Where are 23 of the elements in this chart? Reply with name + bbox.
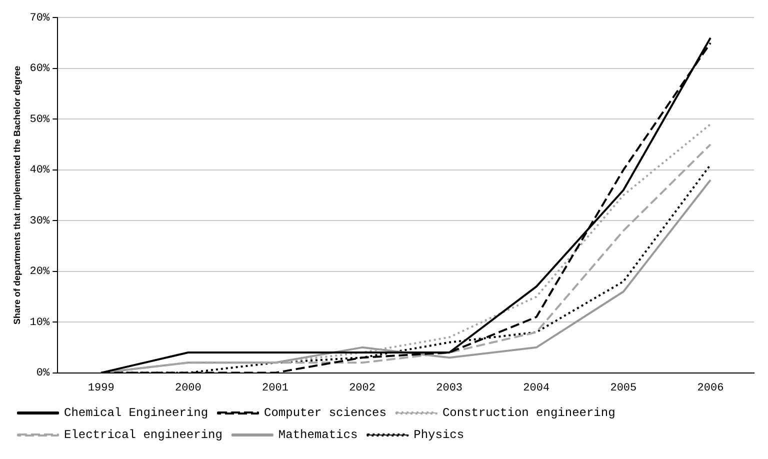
x-tick-label: 2002: [349, 382, 376, 394]
x-tick-label: 2005: [610, 382, 637, 394]
x-tick-label: 2003: [436, 382, 463, 394]
x-tick-label: 2004: [523, 382, 550, 394]
y-tick-label: 20%: [30, 266, 50, 278]
x-tick-label: 1999: [88, 382, 114, 394]
legend-label: Physics: [414, 428, 464, 442]
legend-label: Chemical Engineering: [64, 406, 208, 420]
x-tick-label: 2000: [174, 382, 202, 394]
y-tick-label: 30%: [30, 215, 50, 228]
legend-label: Mathematics: [278, 428, 358, 442]
x-tick-label: 2006: [697, 382, 724, 394]
x-tick-label: 2001: [262, 382, 289, 394]
y-tick-label: 40%: [30, 164, 50, 177]
legend-label: Construction engineering: [442, 406, 616, 420]
y-tick-label: 60%: [30, 63, 50, 76]
y-tick-label: 10%: [30, 316, 50, 329]
legend-label: Computer sciences: [264, 406, 386, 420]
y-axis-title: Share of departments that implemented the Bachelor degree: [12, 66, 22, 324]
y-tick-label: 0%: [36, 368, 50, 380]
y-tick-label: 50%: [30, 114, 50, 126]
y-tick-label: 70%: [30, 12, 50, 25]
legend-label: Electrical engineering: [64, 428, 222, 442]
